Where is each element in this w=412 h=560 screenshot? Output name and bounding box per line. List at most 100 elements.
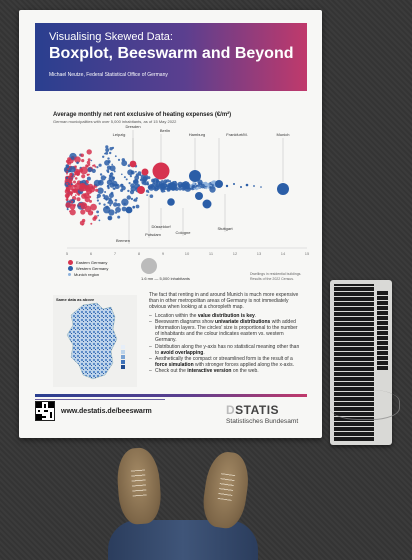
legend-west: Western Germany — [68, 266, 108, 272]
municipality-dot — [120, 183, 124, 188]
municipality-dot — [98, 202, 101, 205]
municipality-dot — [130, 197, 134, 201]
municipality-dot — [76, 170, 78, 173]
municipality-dot — [70, 179, 72, 182]
municipality-dot — [90, 222, 93, 225]
municipality-dot — [108, 209, 115, 216]
municipality-dot — [121, 173, 123, 176]
municipality-dot — [127, 164, 131, 167]
municipality-dot — [186, 181, 189, 185]
axis-tick-label: 13 — [257, 251, 262, 256]
city-dot — [125, 206, 133, 214]
municipality-dot — [79, 220, 85, 226]
municipality-dot — [109, 182, 115, 188]
municipality-dot — [134, 175, 140, 181]
legend-east-label: Eastern Germany — [76, 260, 108, 265]
municipality-dot — [151, 178, 156, 183]
municipality-dot — [121, 206, 127, 212]
municipality-dot — [87, 158, 91, 162]
municipality-dot — [103, 203, 106, 206]
municipality-dot — [68, 175, 71, 178]
city-dot — [195, 192, 203, 200]
left-shoe — [115, 446, 163, 526]
municipality-dot — [91, 211, 94, 214]
municipality-dot — [111, 146, 115, 149]
city-label: Bremen — [116, 238, 130, 243]
keyboard-numpad — [377, 290, 388, 370]
municipality-dot — [146, 194, 148, 196]
municipality-dot — [112, 176, 115, 180]
municipality-dot — [108, 199, 114, 205]
municipality-dot — [86, 173, 89, 176]
municipality-dot — [73, 175, 76, 178]
municipality-dot — [88, 173, 90, 176]
municipality-dot — [69, 209, 76, 216]
municipality-dot — [109, 172, 112, 175]
bullet-1: Location within the value distribution i… — [149, 313, 301, 319]
municipality-dot — [97, 214, 99, 217]
municipality-dot — [89, 190, 93, 193]
municipality-dot — [163, 190, 166, 193]
municipality-dot — [166, 179, 170, 183]
municipality-dot — [162, 187, 165, 190]
city-label: Potsdam — [145, 232, 161, 237]
municipality-dot — [182, 184, 185, 187]
city-dot — [202, 199, 212, 209]
municipality-dot — [78, 186, 85, 192]
municipality-dot — [178, 185, 181, 188]
municipality-dot — [117, 158, 121, 161]
municipality-dot — [81, 223, 84, 226]
municipality-dot — [96, 193, 101, 198]
municipality-dot — [155, 181, 159, 184]
municipality-dot — [158, 182, 163, 187]
footer-gradient-strip — [35, 394, 307, 397]
municipality-dot — [70, 186, 74, 190]
municipality-dot — [165, 184, 168, 186]
municipality-dot — [103, 195, 109, 201]
municipality-dot — [125, 178, 128, 181]
axis-tick-label: 14 — [281, 251, 286, 256]
municipality-dot — [70, 203, 73, 206]
city-dot — [167, 198, 175, 206]
municipality-dot — [93, 164, 96, 167]
municipality-dot — [66, 172, 68, 175]
municipality-dot — [70, 183, 73, 186]
legend-west-label: Western Germany — [76, 266, 109, 271]
color-legend: Eastern Germany Western Germany Munich r… — [68, 260, 108, 278]
legend-munich: Munich region — [68, 272, 108, 278]
city-label: Dresden — [125, 124, 140, 129]
municipality-dot — [147, 176, 151, 180]
municipality-dot — [172, 182, 176, 186]
municipality-dot — [80, 166, 88, 175]
municipality-dot — [135, 197, 138, 200]
municipality-dot — [72, 203, 76, 207]
municipality-dot — [81, 174, 86, 179]
municipality-dot — [107, 157, 110, 160]
municipality-dot — [105, 198, 108, 201]
municipality-dot — [80, 209, 86, 215]
chart-title: Average monthly net rent exclusive of he… — [53, 112, 232, 118]
municipality-dot — [65, 176, 69, 179]
municipality-dot — [109, 165, 116, 172]
destatis-logo: DSTATIS — [226, 403, 280, 417]
intro-paragraph: The fact that renting in and around Muni… — [149, 292, 299, 311]
municipality-dot — [191, 186, 195, 189]
municipality-dot — [114, 199, 118, 202]
municipality-dot — [116, 184, 118, 186]
municipality-dot — [65, 164, 70, 169]
municipality-dot — [74, 173, 77, 176]
municipality-dot — [102, 194, 106, 197]
axis-tick-label: 12 — [233, 251, 238, 256]
municipality-dot — [104, 191, 107, 193]
municipality-dot — [103, 197, 106, 200]
city-label: Hamburg — [189, 132, 205, 137]
municipality-dot — [137, 185, 140, 187]
municipality-dot — [121, 160, 128, 167]
municipality-dot — [84, 186, 91, 192]
municipality-dot — [96, 210, 99, 214]
municipality-dot — [109, 204, 112, 207]
municipality-dot — [66, 187, 69, 190]
municipality-dot — [180, 183, 183, 186]
municipality-dot — [67, 184, 70, 187]
municipality-dot — [195, 185, 198, 188]
